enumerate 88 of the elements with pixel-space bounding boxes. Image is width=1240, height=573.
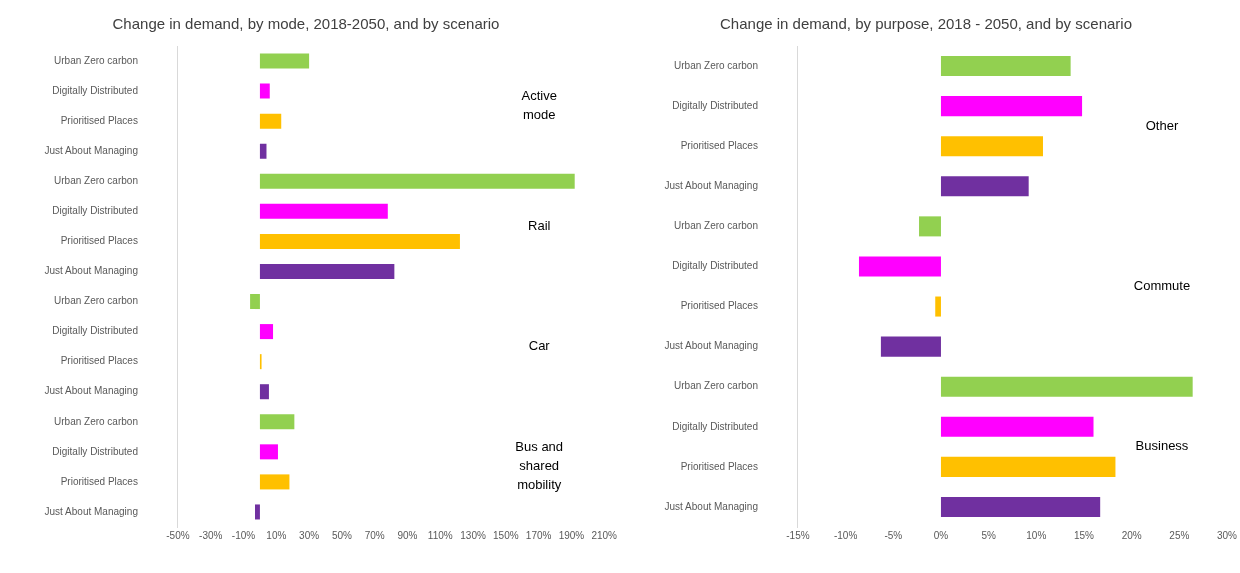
x-tick-label: 0%	[933, 529, 949, 541]
y-tick-label: Just About Managing	[44, 144, 138, 156]
bar	[919, 216, 941, 237]
annotation: Commute	[1133, 278, 1191, 294]
x-tick-label: 170%	[525, 529, 552, 541]
y-tick-label: Digitally Distributed	[52, 84, 138, 96]
y-tick-label: Digitally Distributed	[52, 325, 138, 337]
y-tick-label: Digitally Distributed	[52, 205, 138, 217]
x-tick-label: 15%	[1073, 529, 1095, 541]
x-tick-label: -30%	[199, 529, 223, 541]
y-tick-label: Urban Zero carbon	[54, 175, 138, 187]
x-tick-label: 210%	[591, 529, 618, 541]
bar	[259, 113, 282, 129]
bar	[259, 324, 274, 340]
y-tick-label: Digitally Distributed	[672, 99, 758, 111]
x-tick-label: 30%	[299, 529, 320, 541]
x-tick-label: 10%	[266, 529, 287, 541]
y-tick-label: Prioritised Places	[680, 460, 758, 472]
y-tick-label: Urban Zero carbon	[54, 54, 138, 66]
y-tick-label: Just About Managing	[664, 500, 758, 512]
y-tick-label: Just About Managing	[664, 180, 758, 192]
x-tick-label: -50%	[166, 529, 190, 541]
x-tick-label: 130%	[460, 529, 486, 541]
x-tick-label: 70%	[364, 529, 385, 541]
bar	[940, 56, 1071, 77]
x-tick-label: 20%	[1121, 529, 1142, 541]
y-tick-label: Just About Managing	[44, 265, 138, 277]
bar	[259, 474, 290, 490]
bar	[259, 233, 460, 249]
x-tick-label: -10%	[833, 529, 858, 541]
bar	[259, 384, 269, 400]
x-tick-label: 25%	[1169, 529, 1190, 541]
x-tick-label: -10%	[231, 529, 256, 541]
bar	[940, 376, 1193, 397]
bar	[255, 504, 260, 520]
y-tick-label: Urban Zero carbon	[674, 380, 758, 392]
bar	[940, 96, 1083, 117]
x-tick-label: 10%	[1026, 529, 1047, 541]
bar	[259, 83, 270, 99]
y-tick-label: Prioritised Places	[60, 355, 138, 367]
x-tick-label: 5%	[981, 529, 996, 541]
bar	[940, 496, 1101, 517]
x-tick-label: -5%	[884, 529, 903, 541]
annotation: Bus and shared mobility	[515, 439, 564, 493]
bar	[259, 203, 388, 219]
bar	[858, 256, 941, 277]
y-tick-label: Urban Zero carbon	[674, 59, 758, 71]
bar	[940, 456, 1116, 477]
y-tick-label: Just About Managing	[44, 505, 138, 517]
annotation: Car	[528, 338, 551, 354]
y-tick-label: Prioritised Places	[680, 139, 758, 151]
bar	[935, 296, 941, 317]
x-tick-label: 190%	[558, 529, 585, 541]
y-tick-label: Urban Zero carbon	[54, 415, 138, 427]
x-tick-label: 50%	[331, 529, 353, 541]
annotation: Active mode	[521, 88, 557, 123]
y-tick-label: Digitally Distributed	[52, 445, 138, 457]
y-tick-label: Prioritised Places	[60, 475, 138, 487]
y-tick-label: Prioritised Places	[60, 114, 138, 126]
chart-title: Change in demand, by mode, 2018-2050, and by scenario	[112, 15, 500, 33]
bar	[259, 173, 575, 189]
y-tick-label: Just About Managing	[664, 340, 758, 352]
x-tick-label: 90%	[397, 529, 418, 541]
y-tick-label: Prioritised Places	[60, 235, 138, 247]
y-tick-label: Digitally Distributed	[672, 260, 758, 272]
bar	[259, 263, 395, 279]
bar	[940, 176, 1029, 197]
annotation: Rail	[528, 217, 551, 233]
x-tick-label: 30%	[1216, 529, 1238, 541]
x-tick-label: -15%	[786, 529, 810, 541]
bar	[880, 336, 941, 357]
chart-title: Change in demand, by purpose, 2018 - 2050, and by scenario	[720, 15, 1132, 33]
annotation: Business	[1135, 438, 1189, 454]
bar	[259, 444, 278, 460]
bar	[259, 143, 267, 159]
bar	[250, 294, 260, 310]
y-tick-label: Just About Managing	[44, 385, 138, 397]
bar	[259, 53, 310, 69]
bar	[940, 136, 1043, 157]
x-tick-label: 110%	[427, 529, 453, 541]
annotation: Other	[1145, 117, 1179, 133]
x-tick-label: 150%	[493, 529, 519, 541]
y-tick-label: Prioritised Places	[680, 300, 758, 312]
bar	[259, 414, 295, 430]
y-tick-label: Urban Zero carbon	[54, 295, 138, 307]
y-tick-label: Urban Zero carbon	[674, 220, 758, 232]
bar	[940, 416, 1094, 437]
y-tick-label: Digitally Distributed	[672, 420, 758, 432]
